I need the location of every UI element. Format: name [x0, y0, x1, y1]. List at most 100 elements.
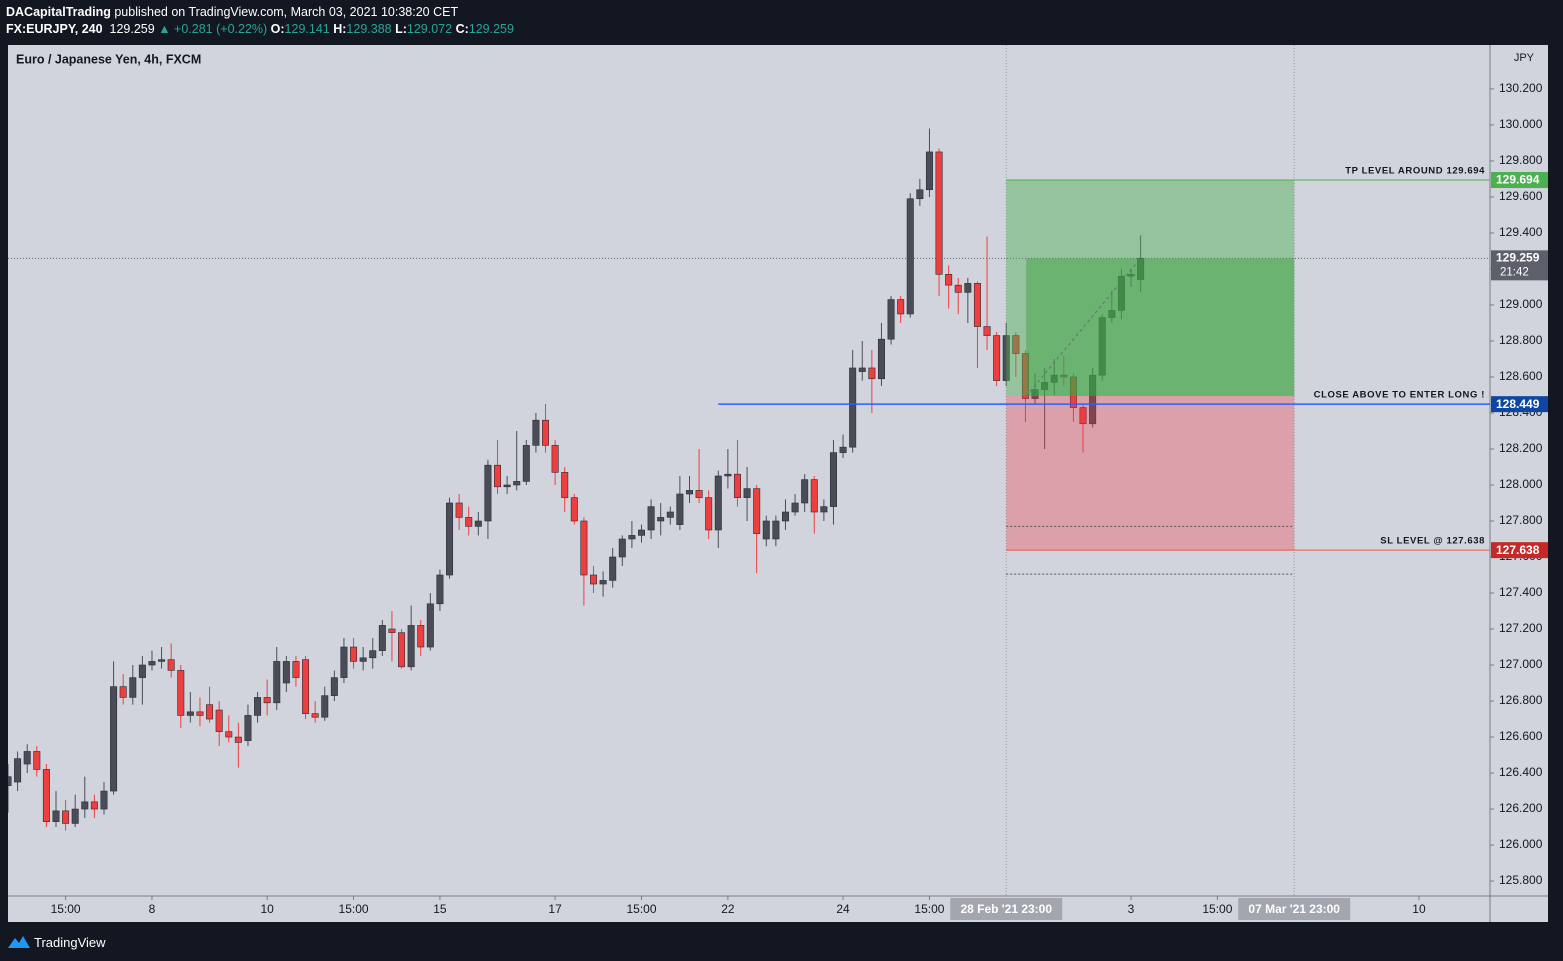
- candle-body: [465, 517, 473, 527]
- candle-body: [906, 198, 914, 315]
- candle-body: [695, 490, 703, 498]
- candle-body: [1137, 258, 1145, 280]
- candle-body: [100, 790, 108, 810]
- candle-body: [273, 661, 281, 704]
- candle-body: [148, 661, 156, 666]
- x-tick-label: 15:00: [626, 902, 656, 916]
- o-label: O:: [270, 22, 285, 36]
- candle-body: [657, 517, 665, 522]
- y-tick-label: 126.000: [1499, 837, 1543, 851]
- h-label: H:: [333, 22, 347, 36]
- candle-body: [398, 632, 406, 668]
- y-tick-label: 129.600: [1499, 189, 1543, 203]
- last-price-badge: [1491, 250, 1548, 281]
- candle-body: [311, 713, 319, 718]
- candle-body: [1098, 317, 1106, 376]
- price-badge: [1491, 396, 1548, 413]
- candle-body: [129, 677, 137, 698]
- y-tick-label: 129.800: [1499, 153, 1543, 167]
- candle-body: [225, 731, 233, 738]
- candle-body: [637, 529, 645, 536]
- candle-body: [196, 711, 204, 716]
- target-zone: [1006, 180, 1295, 397]
- candle-body: [714, 475, 722, 531]
- candle-body: [158, 659, 166, 662]
- candle-body: [110, 686, 118, 792]
- y-tick-label: 127.400: [1499, 585, 1543, 599]
- candle-body: [350, 646, 358, 662]
- x-tick-label: 10: [260, 902, 274, 916]
- candle-body: [1079, 407, 1087, 425]
- candle-body: [1031, 389, 1039, 399]
- x-tick-label: 8: [149, 902, 156, 916]
- y-tick-label: 128.800: [1499, 333, 1543, 347]
- plot: [8, 45, 1490, 896]
- y-tick-label: 126.600: [1499, 729, 1543, 743]
- y-tick-label: 128.600: [1499, 369, 1543, 383]
- candle-body: [369, 650, 377, 659]
- logo: [8, 936, 30, 948]
- currency: JPY: [1514, 52, 1535, 64]
- candle-body: [580, 520, 588, 576]
- candle-body: [753, 488, 761, 534]
- candle-body: [215, 709, 223, 732]
- candle-body: [810, 479, 818, 513]
- candle-body: [503, 484, 511, 488]
- published: published on TradingView.com, March 03, …: [114, 5, 459, 19]
- candle-body: [522, 445, 530, 482]
- candle-body: [916, 189, 924, 200]
- candle-body: [42, 769, 50, 822]
- price-badge: [1491, 542, 1548, 559]
- candle-body: [8, 776, 12, 786]
- x-tick-label: 3: [1128, 902, 1135, 916]
- candle-body: [513, 481, 521, 486]
- candle-body: [676, 493, 684, 525]
- range-date-badge: [950, 898, 1063, 920]
- x-tick-label: 15:00: [914, 902, 944, 916]
- range-date-label: 07 Mar '21 23:00: [1248, 902, 1340, 916]
- candle-body: [839, 446, 847, 453]
- candle-body: [81, 801, 89, 810]
- candle-body: [877, 338, 885, 380]
- x-tick-label: 15:00: [51, 902, 81, 916]
- o-value: 129.141: [284, 22, 330, 36]
- candle-body: [590, 574, 598, 585]
- l-value: 129.072: [406, 22, 453, 36]
- candle-body: [801, 479, 809, 504]
- candle-body: [484, 464, 492, 522]
- candle-body: [733, 473, 741, 498]
- candle-body: [647, 506, 655, 531]
- candle-body: [762, 520, 770, 540]
- candle-body: [887, 299, 895, 340]
- candle-body: [474, 520, 482, 527]
- countdown: 21:42: [1500, 266, 1529, 278]
- candle-body: [1069, 376, 1077, 408]
- header: DACapitalTrading published on TradingVie…: [0, 0, 1563, 44]
- candle-body: [685, 490, 693, 495]
- candle-body: [897, 299, 905, 315]
- range-date-label: 28 Feb '21 23:00: [960, 902, 1052, 916]
- range-date-badge: [1238, 898, 1351, 920]
- candle-body: [599, 580, 607, 585]
- candle-body: [359, 657, 367, 662]
- publish-line: DACapitalTrading published on TradingVie…: [6, 5, 458, 19]
- last-price-label: 129.259: [1496, 251, 1540, 265]
- candle-body: [244, 715, 252, 741]
- candle-body: [1050, 374, 1058, 383]
- candle-body: [282, 661, 290, 684]
- candle-body: [14, 758, 22, 783]
- candle-body: [378, 625, 386, 651]
- candle-body: [302, 659, 310, 714]
- candle-body: [330, 677, 338, 696]
- candle-body: [446, 502, 454, 576]
- x-tick-label: 15:00: [1202, 902, 1232, 916]
- y-tick-label: 129.400: [1499, 225, 1543, 239]
- y-tick-label: 126.800: [1499, 693, 1543, 707]
- y-tick-label: 126.400: [1499, 765, 1543, 779]
- candle-body: [1041, 382, 1049, 390]
- c-label: C:: [455, 22, 469, 36]
- candle-body: [1021, 353, 1029, 399]
- candle-body: [206, 704, 214, 720]
- candle-body: [23, 751, 31, 765]
